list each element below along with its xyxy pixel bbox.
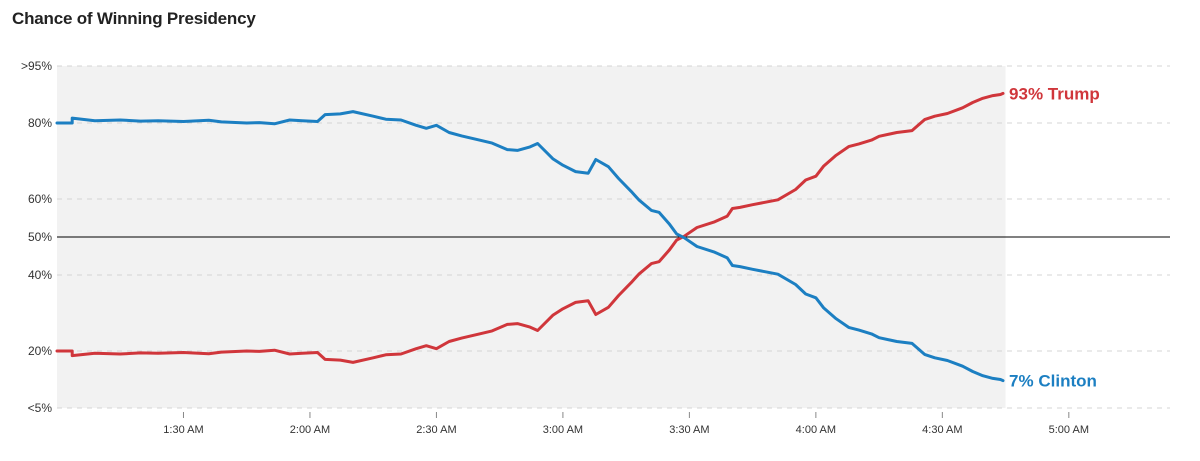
x-tick-label: 4:00 AM [796,424,836,436]
y-axis: >95% 80% 60% 50% 40% 20% <5% [21,59,52,415]
x-tick-label: 2:30 AM [416,424,456,436]
x-tick-label: 3:00 AM [543,424,583,436]
chart-title: Chance of Winning Presidency [12,9,256,28]
y-tick-label: 80% [28,116,52,130]
x-tick-label: 1:30 AM [163,424,203,436]
end-labels: 93% Trump 7% Clinton [1009,84,1100,390]
series-line-clinton [55,110,1005,383]
end-label-trump: 93% Trump [1009,84,1100,103]
end-label-clinton: 7% Clinton [1009,372,1097,391]
y-tick-label: <5% [28,401,53,415]
y-tick-label: 60% [28,192,52,206]
y-tick-label: 20% [28,344,52,358]
series-line-trump [55,91,1005,364]
x-tick-label: 4:30 AM [922,424,962,436]
x-axis: 1:30 AM 2:00 AM 2:30 AM 3:00 AM 3:30 AM 4:00 … [163,412,1089,436]
series-lines [55,91,1005,383]
y-tick-label: 40% [28,268,52,282]
y-tick-label: >95% [21,59,52,73]
x-tick-label: 2:00 AM [290,424,330,436]
x-tick-label: 5:00 AM [1049,424,1089,436]
x-tick-label: 3:30 AM [669,424,709,436]
y-tick-label: 50% [28,230,52,244]
